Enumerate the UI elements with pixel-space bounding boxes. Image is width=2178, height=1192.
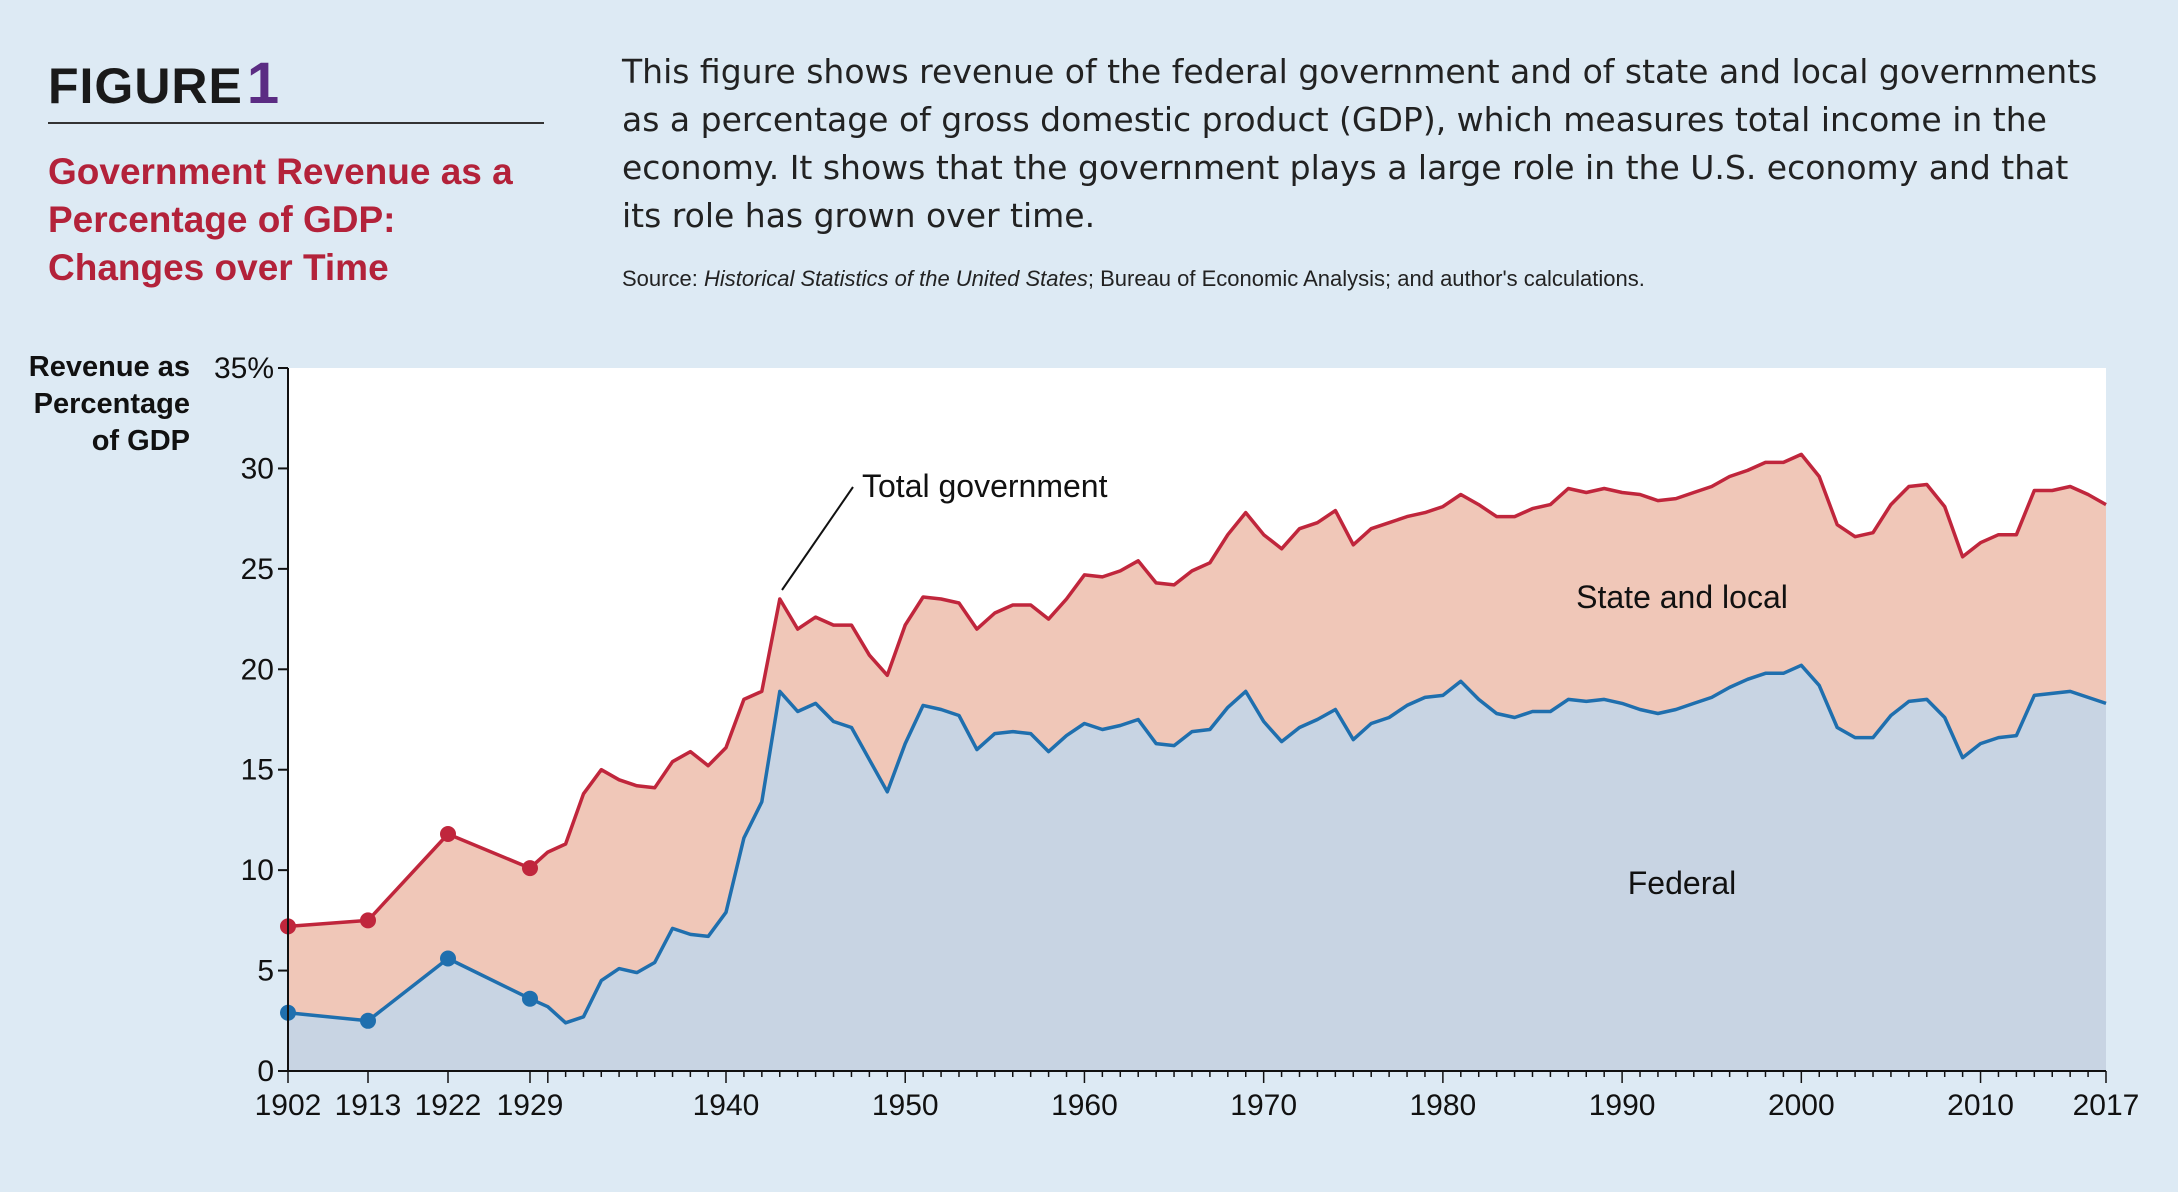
total-government-line	[287, 452, 2107, 929]
y-tick-label: 25	[241, 553, 274, 586]
y-tick-label: 15	[241, 754, 274, 787]
chart-lines	[280, 452, 2107, 1029]
figure-divider	[48, 122, 544, 124]
total-government-annotation: Total government	[862, 468, 1108, 504]
federal-annotation: Federal	[1628, 865, 1737, 901]
chart-annotations: Total government State and local Federal	[781, 468, 1788, 901]
figure-source: Source: Historical Statistics of the Uni…	[622, 266, 1645, 291]
federal-line	[287, 663, 2107, 1025]
total-marker-1913	[360, 912, 376, 929]
x-tick-label: 1922	[415, 1089, 482, 1122]
x-tick-label: 1902	[255, 1089, 322, 1122]
y-axis-label: Revenue as Percentage of GDP	[29, 351, 190, 457]
x-tick-label: 1960	[1051, 1089, 1118, 1122]
y-tick-label: 20	[241, 653, 274, 686]
federal-marker-1929	[522, 990, 538, 1007]
chart-areas	[288, 454, 2106, 1071]
x-tick-label: 1950	[872, 1089, 939, 1122]
y-tick-label: 10	[241, 854, 274, 887]
chart-axes: 0 5 10 15 20 25 30 35% 1902 1913 1922 1929 1940 1950 1…	[214, 352, 2139, 1122]
x-tick-label: 1970	[1230, 1089, 1297, 1122]
x-tick-label: 1980	[1410, 1089, 1477, 1122]
x-tick-label: 2000	[1768, 1089, 1835, 1122]
federal-marker-1922	[440, 950, 456, 967]
y-axis-label-line: of GDP	[92, 425, 190, 457]
state-local-annotation: State and local	[1576, 579, 1788, 615]
total-marker-1922	[440, 825, 456, 842]
federal-area	[288, 665, 2106, 1071]
x-tick-label: 2017	[2073, 1089, 2140, 1122]
x-tick-label: 1913	[335, 1089, 402, 1122]
figure-number: 1	[246, 51, 281, 116]
x-tick-label: 1940	[693, 1089, 760, 1122]
y-axis-label-line: Revenue as	[29, 351, 190, 383]
federal-marker-1913	[360, 1012, 376, 1029]
y-tick-label: 35%	[214, 352, 274, 385]
total-government-leader-line	[781, 486, 854, 591]
source-title: Historical Statistics of the United Stat…	[703, 266, 1088, 291]
y-tick-label: 30	[241, 452, 274, 485]
figure-description: This figure shows revenue of the federal…	[622, 52, 2098, 235]
figure-label: FIGURE1	[48, 51, 281, 116]
y-axis-label-line: Percentage	[34, 388, 190, 420]
y-tick-label: 5	[257, 955, 274, 988]
x-tick-label: 1929	[497, 1089, 564, 1122]
total-marker-1929	[522, 860, 538, 877]
y-tick-label: 0	[257, 1055, 274, 1088]
x-tick-label: 1990	[1589, 1089, 1656, 1122]
figure-title: Government Revenue as a Percentage of GD…	[48, 151, 513, 288]
x-tick-label: 2010	[1947, 1089, 2014, 1122]
